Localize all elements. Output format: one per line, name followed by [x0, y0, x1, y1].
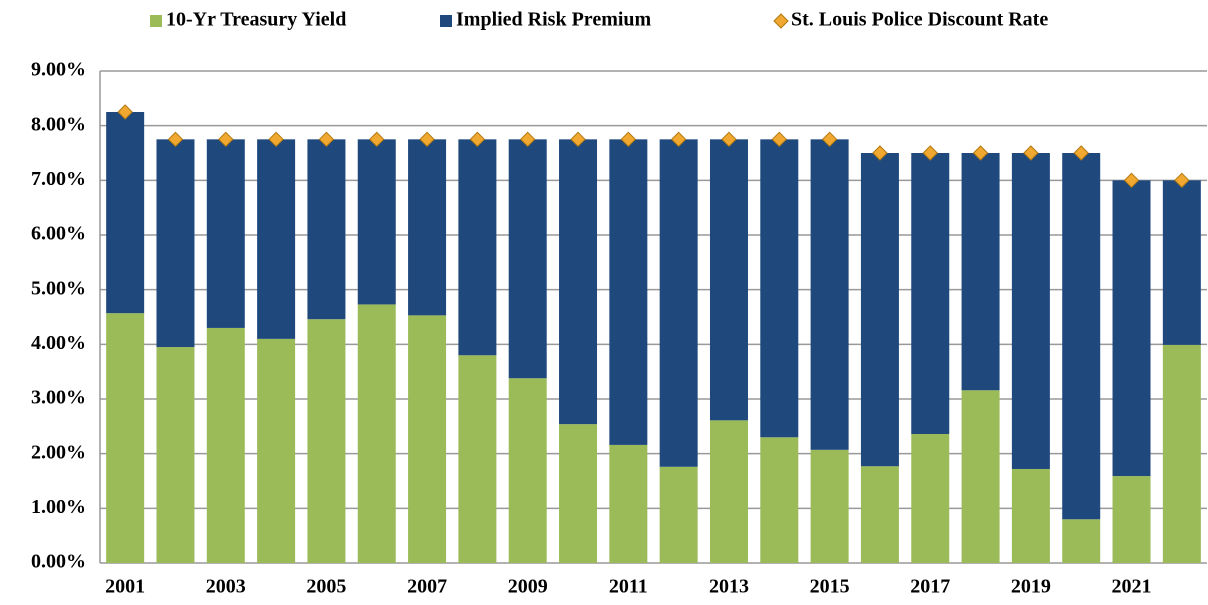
x-tick-label: 2003 [206, 576, 246, 598]
marker [1023, 145, 1039, 161]
y-tick-label: 7.00% [31, 168, 86, 190]
x-tick-label: 2007 [407, 576, 447, 598]
bar [106, 313, 145, 563]
y-tick-label: 3.00% [31, 387, 86, 409]
bar [156, 347, 195, 563]
marker [821, 131, 838, 148]
x-tick-label: 2015 [810, 576, 850, 598]
legend-label: St. Louis Police Discount Rate [791, 9, 1048, 31]
bar [760, 437, 799, 563]
bar [810, 449, 849, 563]
bar [860, 153, 899, 467]
marker [419, 131, 435, 148]
bar [156, 139, 195, 348]
marker [771, 131, 788, 148]
y-tick-label: 5.00% [31, 277, 86, 299]
marker [721, 131, 737, 148]
x-tick-label: 2011 [609, 576, 648, 598]
marker [268, 131, 284, 148]
x-tick-label: 2013 [709, 576, 749, 598]
marker [167, 131, 184, 148]
legend-label: Implied Risk Premium [456, 9, 652, 31]
bar [206, 327, 245, 563]
bar [659, 139, 698, 467]
y-tick-label: 4.00% [31, 332, 86, 354]
marker [670, 131, 687, 148]
bar [1162, 344, 1201, 563]
marker [519, 131, 536, 148]
y-tick-label: 2.00% [31, 441, 86, 463]
bar [559, 139, 598, 425]
marker [318, 131, 335, 148]
marker [620, 131, 637, 148]
legend-swatch [150, 15, 162, 27]
bar [609, 139, 648, 445]
marker [1073, 145, 1089, 161]
y-tick-label: 0.00% [31, 551, 86, 573]
bar [1162, 180, 1201, 345]
bar [709, 420, 748, 563]
marker [1174, 172, 1190, 189]
bar [1112, 476, 1151, 563]
bar [508, 139, 547, 379]
marker [1123, 172, 1140, 189]
marker [872, 145, 888, 161]
marker [972, 145, 989, 161]
bar [307, 139, 346, 320]
bar [1011, 153, 1050, 469]
bar [709, 139, 748, 421]
bar [257, 139, 296, 339]
bar [458, 139, 497, 356]
bar [911, 153, 950, 434]
y-tick-label: 1.00% [31, 496, 86, 518]
legend-label: 10-Yr Treasury Yield [166, 9, 346, 31]
y-tick-label: 8.00% [31, 113, 86, 135]
marker [369, 131, 385, 148]
bar [307, 319, 346, 563]
marker [469, 131, 486, 148]
bar [357, 139, 396, 305]
bar [1062, 153, 1101, 520]
bar [1112, 180, 1151, 477]
x-tick-label: 2005 [306, 576, 346, 598]
x-tick-label: 2017 [910, 576, 950, 598]
bar [911, 433, 950, 563]
bar [408, 315, 447, 563]
bar [760, 139, 799, 438]
bar [257, 338, 296, 563]
bar [860, 466, 899, 563]
legend-swatch [440, 15, 452, 27]
bar [659, 466, 698, 563]
legend-marker [773, 13, 789, 29]
marker [218, 131, 234, 148]
bar [408, 139, 447, 316]
x-tick-label: 2021 [1112, 576, 1152, 598]
y-tick-label: 6.00% [31, 223, 86, 245]
marker [117, 104, 133, 120]
bar [1062, 519, 1101, 563]
bar [559, 424, 598, 563]
x-tick-label: 2009 [508, 576, 548, 598]
bar [810, 139, 849, 450]
marker [922, 145, 938, 161]
marker [570, 131, 586, 148]
bar [206, 139, 245, 328]
x-tick-label: 2001 [105, 576, 145, 598]
bar [106, 112, 145, 314]
bar [961, 390, 1000, 563]
x-tick-label: 2019 [1011, 576, 1051, 598]
bar [357, 304, 396, 563]
bar [609, 444, 648, 563]
bar [1011, 468, 1050, 563]
bar [961, 153, 1000, 391]
bar [458, 355, 497, 563]
bar [508, 378, 547, 563]
y-tick-label: 9.00% [31, 59, 86, 81]
